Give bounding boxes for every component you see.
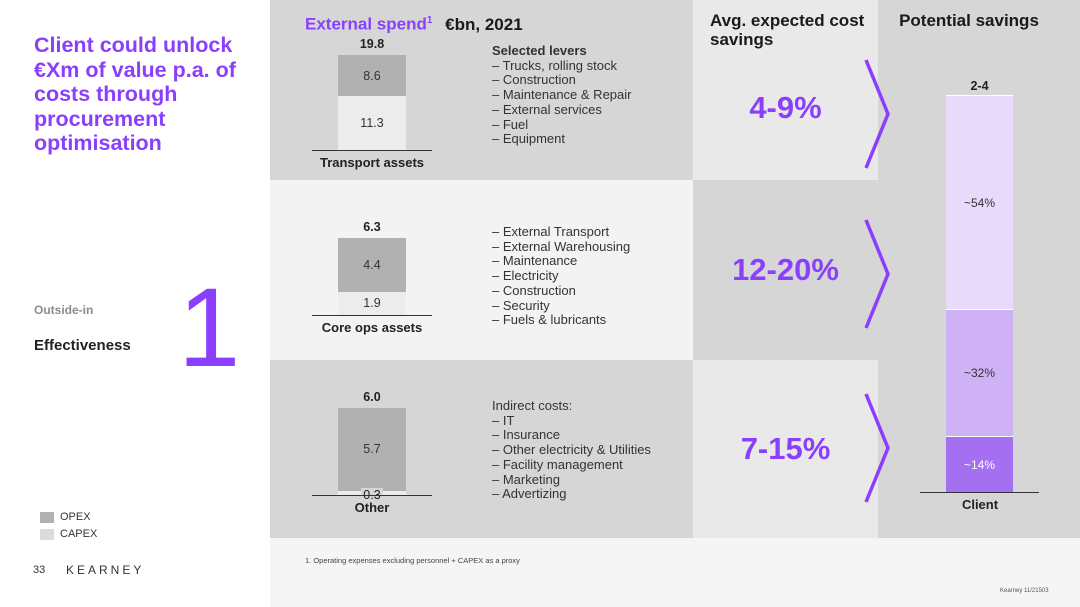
lever-item: Marketing bbox=[492, 472, 651, 488]
lever-list-core-ops: External Transport External Warehousing … bbox=[492, 224, 630, 328]
legend-label-capex: CAPEX bbox=[60, 528, 98, 540]
lever-item: Maintenance bbox=[492, 254, 630, 269]
lever-list-title: Selected levers bbox=[492, 43, 587, 58]
savings-value-core-ops: 12-20% bbox=[732, 252, 839, 287]
bar-opex-transport: 8.6 bbox=[338, 55, 406, 97]
lever-item: Facility management bbox=[492, 457, 651, 473]
bar-capex-transport: 11.3 bbox=[338, 96, 406, 150]
footer-band bbox=[270, 538, 1080, 607]
lever-item: Construction bbox=[492, 73, 631, 88]
lever-list-other: Indirect costs: IT Insurance Other elect… bbox=[492, 398, 651, 502]
savings-cell-transport bbox=[693, 0, 878, 180]
legend-swatch-opex bbox=[40, 511, 54, 523]
spend-header-footnote: 1 bbox=[426, 15, 433, 26]
section-title: Effectiveness bbox=[34, 337, 131, 354]
lever-item: Trucks, rolling stock bbox=[492, 58, 631, 74]
spend-header: External spend1 €bn, 2021 bbox=[305, 11, 523, 34]
legend-label-opex: OPEX bbox=[60, 511, 91, 523]
lever-item: Construction bbox=[492, 283, 630, 299]
chevron-right-icon bbox=[864, 393, 890, 503]
bar-opex-core-ops: 4.4 bbox=[338, 237, 406, 292]
legend-swatch-capex bbox=[40, 528, 54, 540]
lever-list-transport: Selected levers Trucks, rolling stock Co… bbox=[492, 43, 632, 147]
bar-total-transport: 19.8 bbox=[359, 37, 385, 52]
savings-cell-core-ops bbox=[693, 180, 878, 360]
savings-cell-other bbox=[693, 360, 878, 538]
lever-item: External services bbox=[492, 102, 631, 118]
savings-segment-32: ~32% bbox=[946, 309, 1013, 437]
savings-total-label: 2-4 bbox=[970, 79, 989, 93]
bar-category-label-transport: Transport assets bbox=[319, 155, 425, 170]
lever-item: Security bbox=[492, 298, 630, 314]
savings-segment-14: ~14% bbox=[946, 436, 1013, 492]
lever-item: Fuel bbox=[492, 117, 631, 133]
chevron-right-icon bbox=[864, 219, 890, 329]
page-number: 33 bbox=[33, 564, 46, 576]
kearney-logo: KEARNEY bbox=[66, 563, 145, 577]
legend-item-capex: CAPEX bbox=[40, 528, 97, 540]
document-stamp: Kearney 11/21503 bbox=[1000, 588, 1049, 594]
spend-header-title: External spend bbox=[305, 14, 427, 34]
avg-savings-header: Avg. expected cost savings bbox=[710, 11, 865, 49]
potential-savings-header: Potential savings bbox=[899, 11, 1039, 30]
bar-capex-core-ops: 1.9 bbox=[338, 291, 406, 315]
lever-item: Advertizing bbox=[492, 487, 651, 502]
lever-item: Electricity bbox=[492, 268, 630, 284]
bar-baseline-transport bbox=[312, 150, 432, 151]
lever-item: IT bbox=[492, 413, 651, 429]
section-label: Outside-in bbox=[34, 303, 94, 317]
lever-item: External Transport bbox=[492, 224, 630, 240]
bar-opex-other: 5.7 bbox=[338, 408, 406, 491]
lever-item: Maintenance & Repair bbox=[492, 87, 632, 103]
savings-value-other: 7-15% bbox=[740, 431, 831, 466]
lever-item: Other electricity & Utilities bbox=[492, 442, 651, 458]
page-title: Client could unlock €Xm of value p.a. of… bbox=[34, 33, 236, 155]
section-number: 1 bbox=[178, 265, 241, 390]
bar-category-label-core-ops: Core ops assets bbox=[321, 320, 423, 335]
bar-baseline-other bbox=[312, 495, 432, 496]
bar-baseline-core-ops bbox=[312, 315, 432, 316]
savings-segment-54: ~54% bbox=[946, 95, 1013, 310]
lever-list-title: Indirect costs: bbox=[492, 398, 573, 413]
bar-category-label-other: Other bbox=[354, 500, 390, 515]
savings-value-transport: 4-9% bbox=[749, 90, 822, 125]
lever-item: Equipment bbox=[492, 132, 631, 147]
lever-item: Insurance bbox=[492, 428, 651, 443]
chevron-right-icon bbox=[864, 59, 890, 169]
lever-item: External Warehousing bbox=[492, 239, 630, 255]
savings-category-label: Client bbox=[961, 497, 999, 512]
legend-item-opex: OPEX bbox=[40, 511, 91, 523]
bar-total-core-ops: 6.3 bbox=[363, 219, 381, 234]
lever-item: Fuels & lubricants bbox=[492, 313, 630, 328]
savings-baseline bbox=[920, 492, 1039, 493]
footnote: 1. Operating expenses excluding personne… bbox=[305, 556, 520, 565]
bar-total-other: 6.0 bbox=[363, 390, 381, 404]
spend-header-unit: €bn, 2021 bbox=[445, 14, 523, 34]
